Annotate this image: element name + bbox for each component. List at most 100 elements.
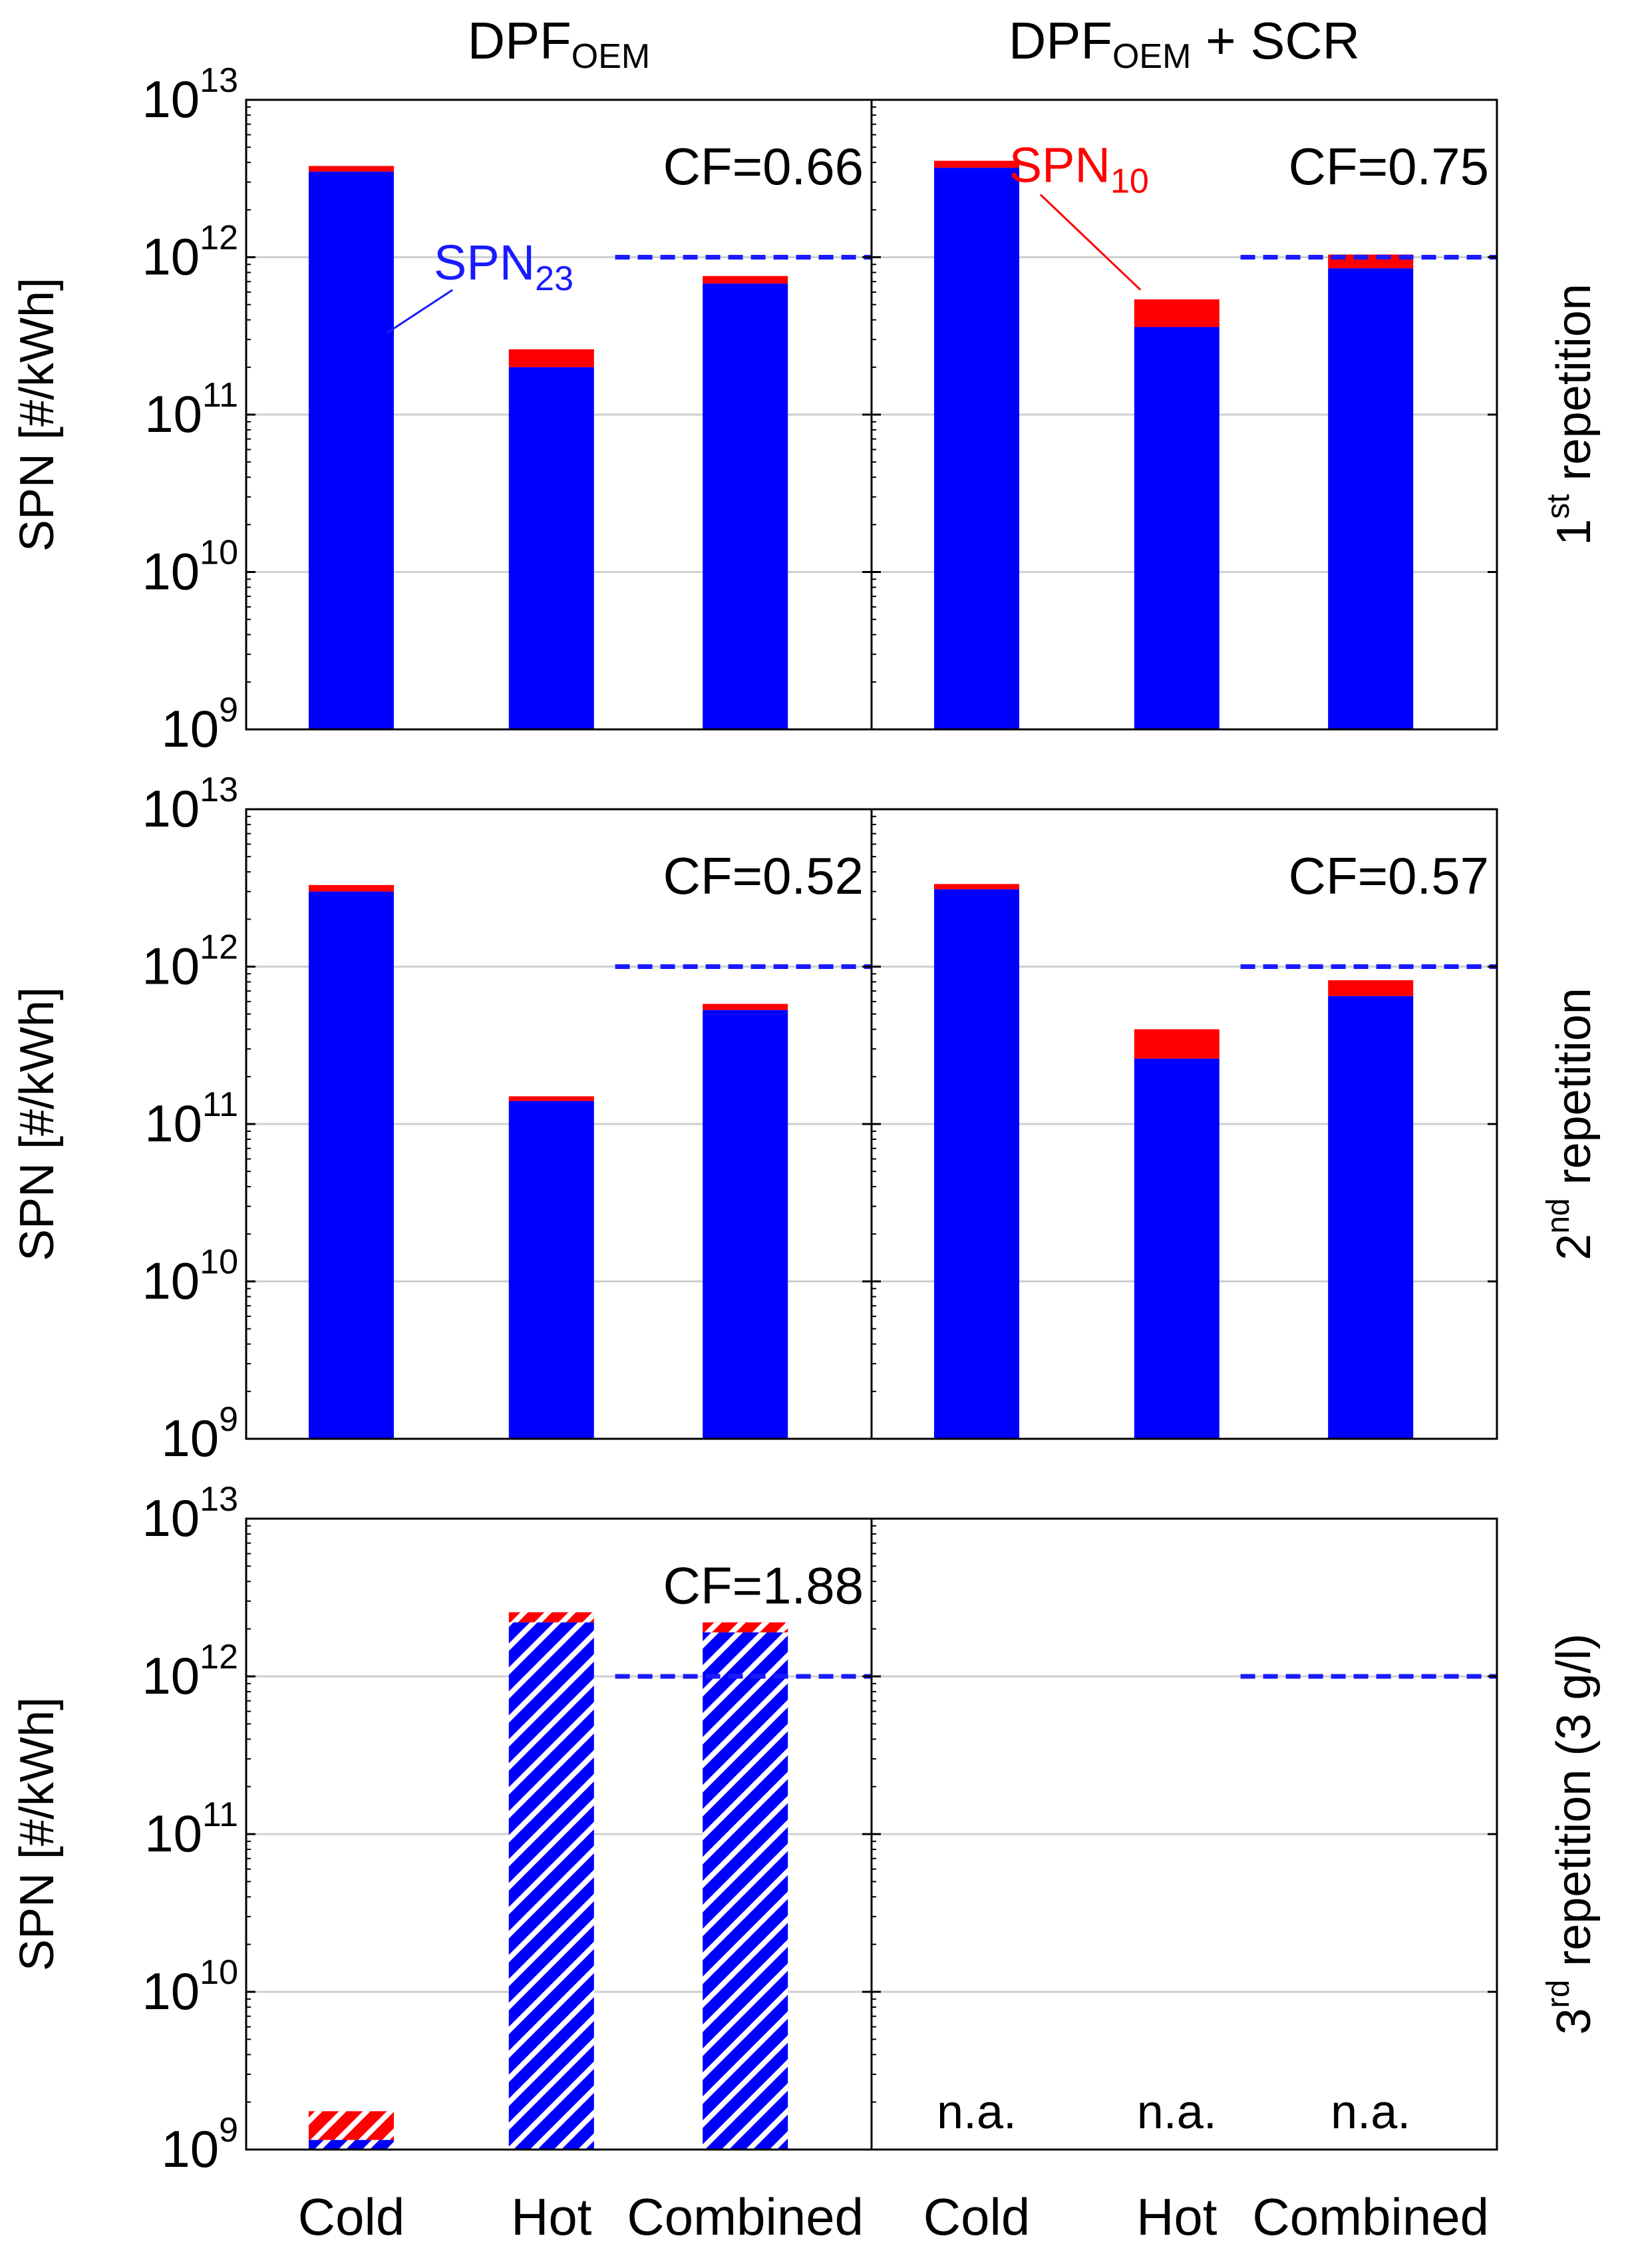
hatch-line xyxy=(381,1503,514,1636)
y-tick-exponent: 12 xyxy=(200,1638,238,1676)
y-tick-base: 10 xyxy=(144,385,202,443)
bar-spn23-cold xyxy=(309,2140,394,2150)
bar-spn23-combined xyxy=(703,1010,788,1439)
conformity-factor-label: CF=0.75 xyxy=(1289,137,1489,196)
y-tick-label: 1010 xyxy=(142,1953,238,2020)
conformity-factor-label: CF=0.66 xyxy=(663,137,864,196)
y-tick-exponent: 10 xyxy=(200,1243,238,1282)
y-tick-label: 109 xyxy=(161,691,238,758)
bar-spn23-combined xyxy=(703,1632,788,2150)
y-tick-base: 10 xyxy=(144,1804,202,1863)
hatch-line xyxy=(334,2111,371,2140)
y-tick-base: 10 xyxy=(144,1094,202,1153)
y-tick-label: 1010 xyxy=(142,534,238,601)
bar-spn10-hatch-lines xyxy=(704,1513,1019,1646)
y-axis-label: SPN [#/kWh] xyxy=(11,1697,64,1971)
y-tick-label: 109 xyxy=(161,2111,238,2178)
x-tick-label: Cold xyxy=(923,2187,1030,2246)
not-available-label: n.a. xyxy=(1137,2086,1217,2139)
row-label: 2nd repetition xyxy=(1541,988,1601,1260)
y-tick-exponent: 11 xyxy=(202,1796,238,1834)
x-tick-label: Combined xyxy=(1252,2187,1489,2246)
series-annotation-subscript: 10 xyxy=(1110,162,1149,201)
y-tick-exponent: 12 xyxy=(200,219,238,258)
hatch-line xyxy=(358,2111,394,2140)
y-tick-base: 10 xyxy=(142,70,200,128)
y-tick-base: 10 xyxy=(142,228,200,286)
y-tick-exponent: 13 xyxy=(200,61,238,100)
y-tick-label: 1011 xyxy=(144,1796,238,1863)
hatch-line xyxy=(310,2111,347,2140)
series-annotation-subscript: 23 xyxy=(535,260,573,298)
bar-spn10-hot xyxy=(1134,299,1220,327)
y-tick-label: 1012 xyxy=(142,1638,238,1705)
bar-spn10-combined xyxy=(1328,254,1414,269)
y-tick-exponent: 9 xyxy=(219,2111,238,2150)
row-label-superscript: st xyxy=(1541,494,1576,518)
y-tick-label: 1013 xyxy=(142,1480,238,1547)
hatch-line xyxy=(333,1503,466,1636)
hatch-line xyxy=(510,1612,528,1622)
hatch-line xyxy=(309,1503,442,1636)
bar-spn23-cold xyxy=(309,891,394,1439)
y-tick-label: 1011 xyxy=(144,1085,238,1153)
column-title-subscript: OEM xyxy=(571,37,650,76)
bar-spn10-hot xyxy=(1134,1029,1220,1059)
bar-spn10-hatch-lines xyxy=(309,1503,594,1636)
bar-spn23-cold xyxy=(934,889,1019,1439)
column-title-main: DPF xyxy=(1009,11,1112,70)
y-tick-base: 10 xyxy=(161,2120,219,2178)
x-tick-label: Hot xyxy=(511,2187,592,2246)
not-available-label: n.a. xyxy=(937,2086,1017,2139)
y-tick-base: 10 xyxy=(142,542,200,601)
row-label-number: 1 xyxy=(1547,519,1601,546)
annotation-leader-line xyxy=(386,289,454,334)
series-annotation: SPN10 xyxy=(1009,138,1149,201)
y-tick-exponent: 10 xyxy=(200,1953,238,1992)
y-tick-label: 1013 xyxy=(142,771,238,838)
column-title: DPFOEM + SCR xyxy=(1009,11,1360,76)
y-tick-base: 10 xyxy=(161,1409,219,1467)
row-label-text: repetition xyxy=(1547,284,1601,494)
bar-spn23-hot xyxy=(1134,327,1220,729)
hatch-line xyxy=(886,1513,1019,1646)
y-tick-label: 1012 xyxy=(142,219,238,286)
y-tick-base: 10 xyxy=(142,937,200,996)
conformity-factor-label: CF=1.88 xyxy=(663,1556,864,1614)
bar-spn10-cold xyxy=(934,884,1019,890)
bar-spn23-hot xyxy=(1134,1058,1220,1439)
conformity-factor-label: CF=0.57 xyxy=(1289,847,1489,905)
column-title-main: DPF xyxy=(468,11,571,70)
x-tick-label: Combined xyxy=(627,2187,864,2246)
y-axis-label: SPN [#/kWh] xyxy=(11,278,64,552)
series-annotation-name: SPN xyxy=(1009,138,1110,193)
y-tick-base: 10 xyxy=(161,699,219,758)
hatch-line xyxy=(704,1622,722,1632)
bar-spn23-combined xyxy=(1328,268,1414,730)
y-tick-label: 1011 xyxy=(144,376,238,443)
row-label-superscript: rd xyxy=(1541,1980,1576,2008)
hatch-line xyxy=(534,1612,552,1622)
y-tick-exponent: 13 xyxy=(200,771,238,809)
y-tick-base: 10 xyxy=(142,779,200,838)
bar-spn23-combined xyxy=(1328,996,1414,1439)
y-tick-exponent: 10 xyxy=(200,534,238,572)
bar-spn10-hatch-lines xyxy=(309,2111,394,2140)
bar-spn23-cold xyxy=(934,168,1019,729)
row-label-text: repetition (3 g/l) xyxy=(1547,1634,1601,1980)
row-label: 1st repetition xyxy=(1541,284,1601,546)
y-tick-base: 10 xyxy=(142,1646,200,1705)
bar-spn10-cold xyxy=(934,160,1019,168)
y-tick-exponent: 12 xyxy=(200,928,238,967)
bar-spn10-hot xyxy=(508,349,594,367)
column-title-subscript: OEM xyxy=(1112,37,1191,76)
y-tick-exponent: 11 xyxy=(202,376,238,415)
hatch-line xyxy=(558,1612,576,1622)
row-label-number: 3 xyxy=(1547,2008,1601,2034)
y-tick-base: 10 xyxy=(142,1489,200,1547)
row-label-superscript: nd xyxy=(1541,1198,1576,1233)
bar-spn23-hot xyxy=(508,1101,594,1439)
bar-spn23-combined xyxy=(703,284,788,729)
y-tick-base: 10 xyxy=(142,1962,200,2020)
